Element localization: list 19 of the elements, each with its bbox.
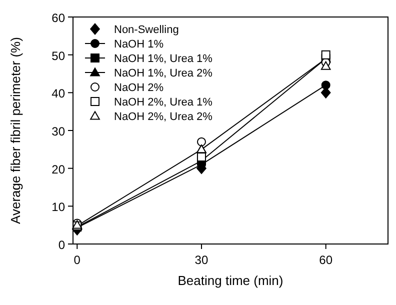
y-tick-label: 0 <box>58 238 66 252</box>
y-tick-label: 10 <box>52 200 66 214</box>
y-axis-title: Average fiber fibril perimeter (%) <box>8 37 23 224</box>
legend-label: Non-Swelling <box>114 24 179 36</box>
x-tick-label: 60 <box>319 253 333 267</box>
x-axis-title: Beating time (min) <box>178 273 284 288</box>
legend-label: NaOH 1%, Urea 1% <box>114 53 213 65</box>
y-tick-label: 60 <box>52 11 66 25</box>
y-tick-label: 20 <box>52 162 66 176</box>
x-tick-label: 30 <box>194 253 208 267</box>
legend-label: NaOH 2%, Urea 1% <box>114 96 213 108</box>
legend-label: NaOH 1%, Urea 2% <box>114 68 213 80</box>
y-tick-label: 50 <box>52 48 66 63</box>
legend-label: NaOH 2% <box>114 82 164 94</box>
y-tick-label: 40 <box>52 86 66 101</box>
legend-label: NaOH 2%, Urea 2% <box>114 111 213 123</box>
y-tick-label: 30 <box>52 124 66 138</box>
x-tick-label: 0 <box>74 253 81 267</box>
legend-label: NaOH 1% <box>114 38 164 50</box>
